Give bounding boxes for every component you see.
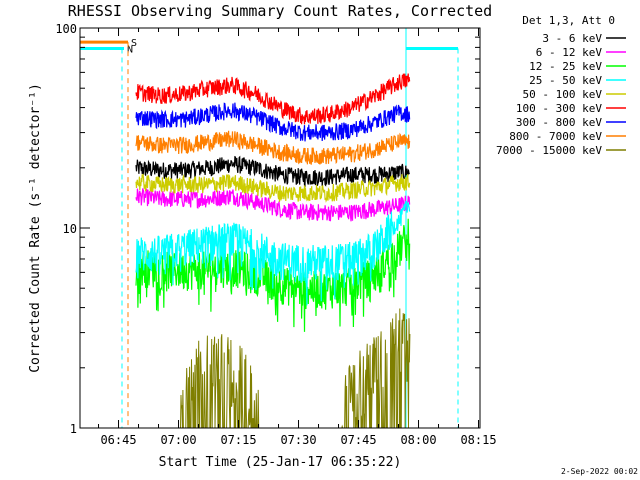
series-line-12-25-kev <box>135 218 411 332</box>
series-line-3-6-kev <box>135 155 410 188</box>
series-line-100-300-kev <box>135 73 411 125</box>
series-line-6-12-kev <box>135 187 411 222</box>
x-axis-label: Start Time (25-Jan-17 06:35:22) <box>159 455 402 470</box>
legend-label-100-300-kev: 100 - 300 keV <box>516 102 602 115</box>
legend-label-50-100-kev: 50 - 100 keV <box>523 88 603 101</box>
legend-label-7000-15000-kev: 7000 - 15000 keV <box>496 144 602 157</box>
x-tick-label: 08:00 <box>400 433 436 447</box>
x-tick-label: 07:45 <box>340 433 376 447</box>
series-50-100-kev <box>135 173 411 203</box>
flag-label-n: N <box>127 44 133 55</box>
series-100-300-kev <box>135 73 411 125</box>
x-tick-label: 07:15 <box>220 433 256 447</box>
y-tick-label: 10 <box>63 222 77 236</box>
series-12-25-kev <box>135 218 411 332</box>
chart-title: RHESSI Observing Summary Count Rates, Co… <box>68 2 492 20</box>
legend-label-800-7000-kev: 800 - 7000 keV <box>509 130 602 143</box>
legend-label-25-50-kev: 25 - 50 keV <box>529 74 602 87</box>
series-line-300-800-kev <box>135 102 411 142</box>
x-tick-label: 07:30 <box>280 433 316 447</box>
legend-label-300-800-kev: 300 - 800 keV <box>516 116 602 129</box>
y-axis-label: Corrected Count Rate (s⁻¹ detector⁻¹) <box>28 83 43 373</box>
series-line-50-100-kev <box>135 173 411 203</box>
y-tick-label: 1 <box>70 422 77 436</box>
series-300-800-kev <box>135 102 411 142</box>
flag-label-s: S <box>131 38 137 49</box>
legend-label-12-25-kev: 12 - 25 keV <box>529 60 602 73</box>
legend-header: Det 1,3, Att 0 <box>522 14 615 27</box>
y-tick-label: 100 <box>55 22 77 36</box>
series-800-7000-kev <box>135 130 411 165</box>
axes-layer: 06:45 07:00 07:15 07:30 07:45 08:00 08:15 1 10 10… <box>55 22 496 447</box>
series-line-800-7000-kev <box>135 130 411 165</box>
series-7000-15000-kev <box>180 308 411 429</box>
series-6-12-kev <box>135 187 411 222</box>
x-tick-label: 08:15 <box>460 433 496 447</box>
series-line-7000-15000-kev <box>180 308 411 429</box>
legend-label-6-12-kev: 6 - 12 keV <box>536 46 603 59</box>
legend-label-3-6-kev: 3 - 6 keV <box>542 32 602 45</box>
series-layer <box>135 73 411 429</box>
series-line-25-50-kev <box>135 200 411 306</box>
series-25-50-kev <box>135 200 411 306</box>
series-3-6-kev <box>135 155 410 188</box>
x-tick-label: 07:00 <box>160 433 196 447</box>
footer-date: 2-Sep-2022 00:02 <box>561 467 638 476</box>
x-tick-label: 06:45 <box>100 433 136 447</box>
